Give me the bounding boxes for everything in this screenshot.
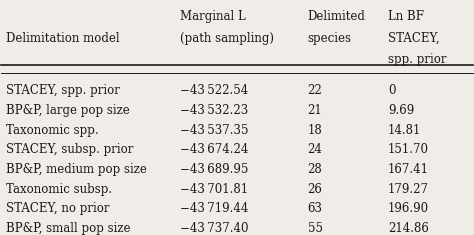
Text: STACEY, spp. prior: STACEY, spp. prior: [6, 84, 120, 97]
Text: 18: 18: [308, 124, 322, 137]
Text: −43 674.24: −43 674.24: [181, 143, 249, 156]
Text: 196.90: 196.90: [388, 202, 429, 215]
Text: −43 737.40: −43 737.40: [181, 222, 249, 235]
Text: BP&P, small pop size: BP&P, small pop size: [6, 222, 131, 235]
Text: 28: 28: [308, 163, 322, 176]
Text: −43 689.95: −43 689.95: [181, 163, 249, 176]
Text: 151.70: 151.70: [388, 143, 429, 156]
Text: −43 522.54: −43 522.54: [181, 84, 249, 97]
Text: Taxonomic subsp.: Taxonomic subsp.: [6, 183, 112, 196]
Text: Taxonomic spp.: Taxonomic spp.: [6, 124, 99, 137]
Text: −43 701.81: −43 701.81: [181, 183, 248, 196]
Text: 167.41: 167.41: [388, 163, 429, 176]
Text: STACEY, subsp. prior: STACEY, subsp. prior: [6, 143, 134, 156]
Text: species: species: [308, 32, 352, 45]
Text: 22: 22: [308, 84, 322, 97]
Text: (path sampling): (path sampling): [181, 32, 274, 45]
Text: 21: 21: [308, 104, 322, 117]
Text: 24: 24: [308, 143, 323, 156]
Text: spp. prior: spp. prior: [388, 53, 447, 66]
Text: BP&P, large pop size: BP&P, large pop size: [6, 104, 130, 117]
Text: 26: 26: [308, 183, 323, 196]
Text: 179.27: 179.27: [388, 183, 429, 196]
Text: Marginal L: Marginal L: [181, 10, 246, 23]
Text: 214.86: 214.86: [388, 222, 428, 235]
Text: 55: 55: [308, 222, 323, 235]
Text: −43 532.23: −43 532.23: [181, 104, 249, 117]
Text: Delimitation model: Delimitation model: [6, 32, 120, 45]
Text: STACEY, no prior: STACEY, no prior: [6, 202, 109, 215]
Text: 63: 63: [308, 202, 323, 215]
Text: 14.81: 14.81: [388, 124, 421, 137]
Text: Ln BF: Ln BF: [388, 10, 424, 23]
Text: STACEY,: STACEY,: [388, 32, 439, 45]
Text: 0: 0: [388, 84, 395, 97]
Text: 9.69: 9.69: [388, 104, 414, 117]
Text: Delimited: Delimited: [308, 10, 365, 23]
Text: −43 719.44: −43 719.44: [181, 202, 249, 215]
Text: −43 537.35: −43 537.35: [181, 124, 249, 137]
Text: BP&P, medium pop size: BP&P, medium pop size: [6, 163, 147, 176]
